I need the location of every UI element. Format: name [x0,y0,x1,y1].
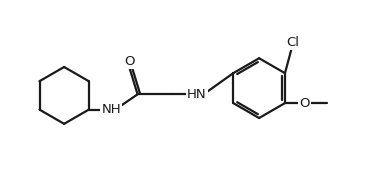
Text: NH: NH [101,103,121,116]
Text: HN: HN [187,88,207,101]
Text: Cl: Cl [286,36,299,49]
Text: O: O [300,97,310,110]
Text: O: O [124,55,135,68]
